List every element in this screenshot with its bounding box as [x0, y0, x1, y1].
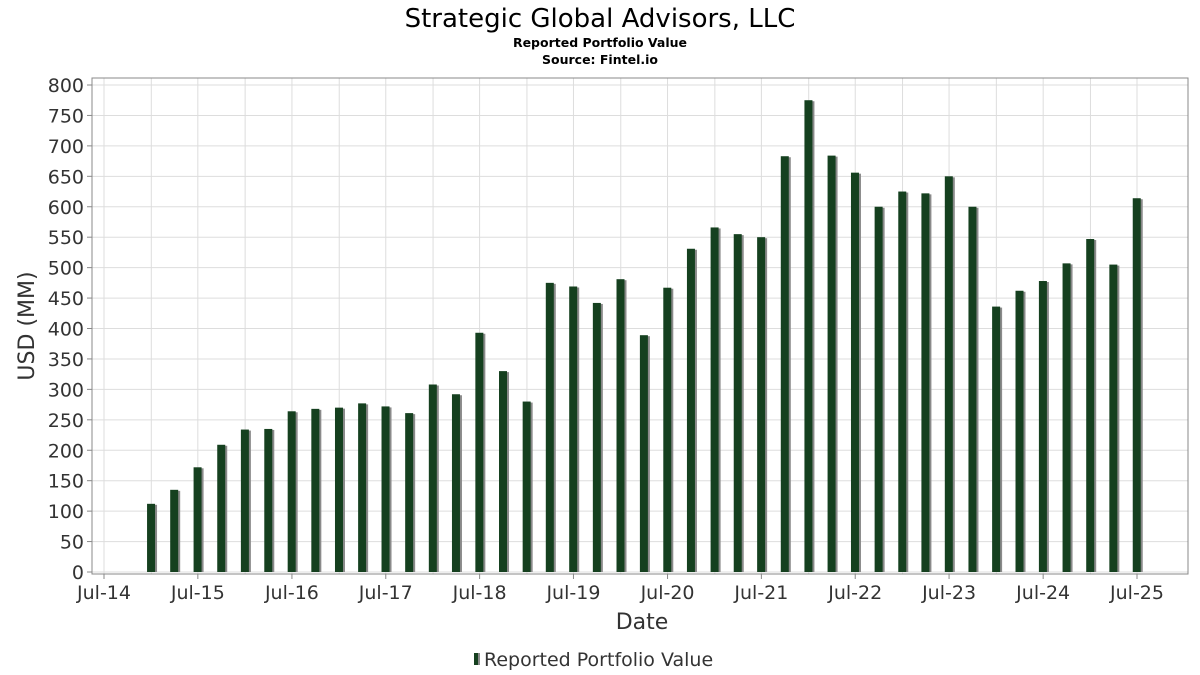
- x-tick-label: Jul-14: [76, 582, 131, 604]
- x-tick-label: Jul-23: [921, 582, 976, 604]
- bar: [240, 429, 249, 572]
- y-axis-label: USD (MM): [15, 271, 40, 380]
- y-tick-label: 650: [48, 166, 84, 188]
- bar: [475, 332, 484, 572]
- bar: [405, 413, 414, 572]
- bar: [592, 302, 601, 572]
- bar: [898, 191, 907, 572]
- plot-area-frame: [91, 77, 1189, 575]
- bar: [850, 172, 859, 572]
- x-tick-label: Jul-22: [827, 582, 882, 604]
- bar: [522, 401, 531, 572]
- bar: [358, 403, 367, 572]
- legend-swatch-shadow: [478, 653, 480, 665]
- bar: [780, 156, 789, 572]
- x-tick-label: Jul-19: [545, 582, 600, 604]
- bar: [663, 287, 672, 572]
- bar: [733, 234, 742, 573]
- bar: [827, 155, 836, 573]
- bar: [616, 279, 625, 572]
- bar: [569, 286, 578, 572]
- y-tick-label: 350: [48, 349, 84, 371]
- y-tick-label: 750: [48, 105, 84, 127]
- bar: [264, 428, 273, 572]
- y-tick-label: 600: [48, 197, 84, 219]
- y-tick-label: 250: [48, 410, 84, 432]
- x-tick-label: Jul-17: [358, 582, 413, 604]
- bar: [193, 467, 202, 572]
- legend-label: Reported Portfolio Value: [484, 649, 713, 671]
- bar: [428, 384, 437, 572]
- x-axis-label: Date: [616, 610, 669, 635]
- chart-title: Strategic Global Advisors, LLC: [405, 4, 796, 34]
- y-tick-label: 300: [48, 379, 84, 401]
- bar: [968, 206, 977, 572]
- x-axis-ticks: Jul-14 Jul-15 Jul-16 Jul-17 Jul-18 Jul-19 Jul-…: [76, 574, 1164, 604]
- bar: [287, 411, 296, 572]
- bar: [921, 193, 930, 573]
- chart-source: Source: Fintel.io: [542, 52, 658, 67]
- bars-group: [147, 100, 1143, 573]
- bar: [992, 306, 1001, 572]
- y-tick-label: 500: [48, 258, 84, 280]
- bar: [1015, 290, 1024, 572]
- bar: [1109, 264, 1118, 572]
- bar: [334, 407, 343, 572]
- y-tick-label: 550: [48, 227, 84, 249]
- y-tick-label: 800: [48, 75, 84, 97]
- bar: [451, 394, 460, 572]
- y-tick-label: 50: [60, 532, 84, 554]
- bar: [499, 371, 508, 572]
- x-tick-label: Jul-21: [733, 582, 788, 604]
- y-tick-label: 0: [72, 562, 84, 584]
- x-tick-label: Jul-24: [1015, 582, 1070, 604]
- y-tick-label: 400: [48, 319, 84, 341]
- y-tick-label: 450: [48, 288, 84, 310]
- bar: [1038, 281, 1047, 572]
- bar: [944, 176, 953, 572]
- y-axis-ticks: 0 50 100 150 200 250 300 350 400 450 500 550 600 650 7…: [48, 75, 92, 584]
- bar: [874, 206, 883, 572]
- legend-swatch: [474, 653, 478, 665]
- bar: [1062, 263, 1071, 572]
- bar: [804, 100, 813, 572]
- bar: [147, 503, 156, 572]
- x-tick-label: Jul-18: [452, 582, 507, 604]
- bar: [639, 335, 648, 572]
- bar: [381, 406, 390, 572]
- bar: [757, 237, 766, 572]
- bar: [217, 444, 226, 572]
- y-tick-label: 200: [48, 440, 84, 462]
- legend: Reported Portfolio Value: [474, 649, 713, 671]
- x-tick-label: Jul-15: [170, 582, 225, 604]
- x-tick-label: Jul-20: [640, 582, 695, 604]
- bar: [170, 489, 179, 572]
- bar: [1086, 239, 1095, 573]
- bar: [1132, 198, 1141, 573]
- chart-subtitle: Reported Portfolio Value: [513, 35, 687, 50]
- bar: [545, 282, 554, 572]
- x-tick-label: Jul-16: [264, 582, 319, 604]
- bar: [710, 227, 719, 572]
- x-tick-label: Jul-25: [1109, 582, 1164, 604]
- y-tick-label: 700: [48, 136, 84, 158]
- bar: [311, 408, 320, 572]
- y-tick-label: 150: [48, 471, 84, 493]
- bar: [686, 248, 695, 572]
- y-tick-label: 100: [48, 501, 84, 523]
